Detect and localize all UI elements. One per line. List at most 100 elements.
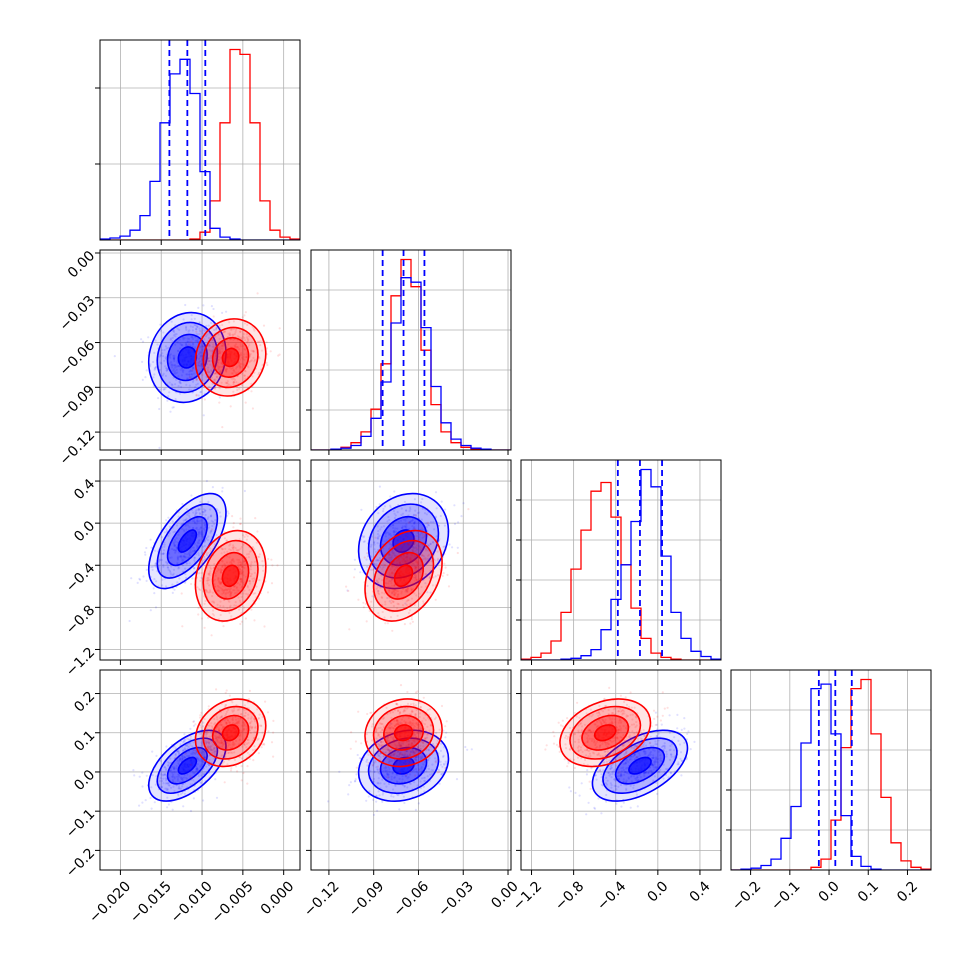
point <box>168 803 170 805</box>
point <box>227 510 229 512</box>
panel-3-0 <box>132 685 279 814</box>
point <box>357 711 359 713</box>
panel-3-1 <box>327 684 473 816</box>
point <box>620 806 622 808</box>
point <box>357 599 359 601</box>
point <box>270 350 272 352</box>
point <box>263 625 265 627</box>
point <box>448 585 450 587</box>
point <box>202 304 204 306</box>
point <box>427 522 429 524</box>
point <box>146 580 148 582</box>
point <box>203 328 205 330</box>
point <box>230 405 232 407</box>
panel-2-0 <box>129 480 279 637</box>
point <box>183 733 185 735</box>
point <box>435 761 437 763</box>
point <box>142 379 144 381</box>
point <box>348 628 350 630</box>
panel-1-0 <box>114 292 281 449</box>
point <box>421 527 423 529</box>
point <box>166 806 168 808</box>
point <box>200 331 202 333</box>
point <box>215 688 217 690</box>
point <box>141 772 143 774</box>
point <box>153 587 155 589</box>
point <box>442 546 444 548</box>
point <box>441 705 443 707</box>
point <box>376 810 378 812</box>
point <box>360 742 362 744</box>
point <box>212 486 214 488</box>
point <box>184 304 186 306</box>
point <box>249 690 251 692</box>
point <box>213 315 215 317</box>
point <box>412 621 414 623</box>
point <box>146 775 148 777</box>
point <box>190 494 192 496</box>
point <box>215 769 217 771</box>
point <box>669 714 671 716</box>
point <box>172 809 174 811</box>
point <box>435 491 437 493</box>
point <box>221 312 223 314</box>
point <box>439 783 441 785</box>
point <box>263 743 265 745</box>
point <box>211 634 213 636</box>
point <box>415 691 417 693</box>
point <box>271 564 273 566</box>
point <box>279 327 281 329</box>
point <box>400 684 402 686</box>
point <box>441 501 443 503</box>
point <box>444 509 446 511</box>
point <box>457 521 459 523</box>
point <box>272 720 274 722</box>
point <box>253 619 255 621</box>
point <box>408 522 410 524</box>
point <box>367 762 369 764</box>
point <box>142 341 144 343</box>
point <box>191 777 193 779</box>
point <box>414 774 416 776</box>
point <box>241 779 243 781</box>
point <box>377 766 379 768</box>
point <box>138 578 140 580</box>
point <box>141 785 143 787</box>
point <box>364 556 366 558</box>
point <box>190 736 192 738</box>
point <box>415 809 417 811</box>
point <box>366 620 368 622</box>
point <box>145 799 147 801</box>
point <box>158 408 160 410</box>
point <box>154 801 156 803</box>
point <box>442 575 444 577</box>
point <box>687 730 689 732</box>
point <box>409 622 411 624</box>
point <box>266 362 268 364</box>
point <box>151 751 153 753</box>
point <box>446 574 448 576</box>
point <box>437 759 439 761</box>
point <box>155 755 157 757</box>
point <box>348 784 350 786</box>
point <box>445 732 447 734</box>
point <box>453 504 455 506</box>
point <box>446 720 448 722</box>
point <box>418 802 420 804</box>
point <box>365 800 367 802</box>
point <box>241 765 243 767</box>
point <box>676 714 678 716</box>
point <box>374 537 376 539</box>
point <box>250 390 252 392</box>
point <box>209 777 211 779</box>
point <box>188 343 190 345</box>
point <box>203 414 205 416</box>
point <box>258 598 260 600</box>
point <box>443 563 445 565</box>
point <box>146 569 148 571</box>
point <box>172 592 174 594</box>
point <box>327 800 329 802</box>
point <box>454 523 456 525</box>
point <box>181 625 183 627</box>
point <box>230 767 232 769</box>
